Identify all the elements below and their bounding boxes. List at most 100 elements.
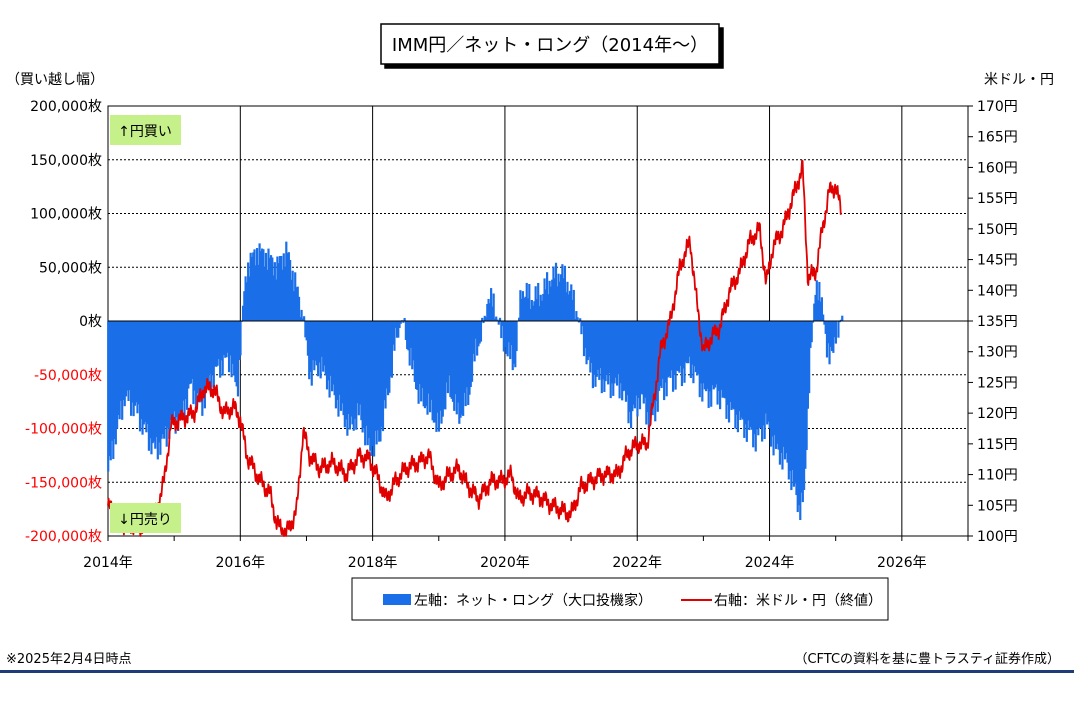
- net-long-bar: [124, 321, 128, 397]
- net-long-bar: [669, 321, 672, 378]
- net-long-bar: [800, 321, 803, 493]
- net-long-bar: [432, 321, 435, 423]
- net-long-bar: [320, 321, 324, 357]
- net-long-bar: [257, 264, 260, 321]
- net-long-bar: [188, 321, 191, 385]
- net-long-bar: [682, 321, 685, 369]
- net-long-bar: [716, 321, 719, 405]
- net-long-bar: [697, 321, 700, 374]
- net-long-bar: [108, 321, 111, 457]
- net-long-bar: [114, 321, 117, 445]
- net-long-bar: [141, 321, 144, 435]
- net-long-bar: [565, 292, 568, 321]
- net-long-bar: [110, 321, 114, 441]
- net-long-bar: [464, 321, 467, 407]
- net-long-bar: [512, 321, 516, 364]
- net-long-bar: [276, 256, 279, 321]
- net-long-bar: [518, 317, 521, 321]
- net-long-bar: [286, 253, 289, 321]
- net-long-bar: [395, 321, 399, 338]
- axis-ticks: 200,000枚 150,000枚 100,000枚 50,000枚 0枚 -50,000…: [25, 99, 1018, 571]
- legend-bar-label: 左軸：ネット・ロング（大口投機家）: [414, 592, 652, 609]
- net-long-bar: [804, 321, 807, 469]
- net-long-bar: [409, 321, 413, 348]
- net-long-bar: [685, 321, 689, 364]
- net-long-bar: [422, 321, 425, 407]
- net-long-bar: [689, 321, 692, 378]
- chart-title: IMM円／ネット・ロング（2014年～）: [392, 35, 708, 56]
- net-long-bar: [773, 321, 776, 436]
- net-long-bar: [608, 321, 611, 374]
- net-long-bar: [371, 321, 374, 447]
- net-long-bar: [785, 321, 788, 454]
- net-long-bar: [182, 321, 185, 401]
- net-long-bar: [355, 321, 358, 430]
- net-long-bar: [261, 248, 264, 321]
- net-long-bar: [556, 286, 559, 321]
- net-long-bar: [783, 321, 787, 460]
- net-long-bar: [456, 321, 460, 403]
- net-long-bar: [570, 284, 573, 321]
- net-long-bar: [805, 321, 808, 450]
- net-long-bar: [816, 300, 820, 321]
- net-long-bar: [641, 321, 644, 395]
- net-long-bar: [287, 252, 290, 321]
- net-long-bar: [631, 321, 634, 412]
- net-long-bar: [323, 321, 326, 366]
- net-long-bar: [406, 321, 409, 350]
- net-long-bar: [819, 301, 822, 321]
- net-long-bar: [413, 321, 416, 383]
- net-long-bar: [832, 321, 835, 353]
- net-long-bar: [423, 321, 427, 409]
- net-long-bar: [233, 321, 236, 376]
- net-long-bar: [334, 321, 338, 409]
- net-long-bar: [745, 321, 748, 442]
- net-long-bar: [492, 293, 495, 321]
- net-long-bar: [344, 321, 348, 420]
- net-long-bar: [273, 262, 276, 321]
- net-long-bar: [227, 321, 231, 373]
- net-long-bar: [362, 321, 366, 429]
- usdjpy-line-layer: [107, 159, 842, 537]
- net-long-bar: [210, 321, 213, 393]
- net-long-bar: [267, 248, 270, 321]
- net-long-bar: [310, 321, 313, 386]
- right-tick-label: 160円: [977, 160, 1018, 176]
- net-long-bar: [458, 321, 461, 424]
- net-long-bar: [136, 321, 139, 414]
- net-long-bar: [501, 321, 504, 326]
- bottom-rule: [0, 670, 1074, 673]
- net-long-bar: [129, 321, 133, 416]
- net-long-bar: [493, 318, 497, 321]
- net-long-bar: [567, 294, 570, 321]
- net-long-bar: [758, 321, 761, 428]
- net-long-bar: [813, 303, 816, 321]
- net-long-bar: [462, 321, 465, 416]
- net-long-bar: [259, 251, 262, 321]
- net-long-bar: [748, 321, 751, 431]
- net-long-bar: [278, 256, 282, 321]
- net-long-bar: [701, 321, 704, 402]
- net-long-bar: [603, 321, 606, 392]
- net-long-bar: [414, 321, 418, 390]
- net-long-bar: [671, 321, 675, 392]
- left-tick-label: -150,000枚: [25, 475, 102, 491]
- net-long-bar: [613, 321, 616, 384]
- net-long-bar: [827, 321, 830, 344]
- net-long-bar: [628, 321, 631, 412]
- net-long-bar: [248, 276, 251, 321]
- net-long-bar: [478, 321, 481, 344]
- net-long-bar: [117, 321, 120, 416]
- net-long-bar: [467, 321, 470, 406]
- net-long-bar: [272, 275, 275, 321]
- net-long-bar: [605, 321, 608, 376]
- net-long-bar: [367, 321, 371, 438]
- legend: 左軸：ネット・ロング（大口投機家） 右軸：米ドル・円（終値）: [351, 577, 889, 621]
- net-long-bar: [465, 321, 469, 388]
- right-tick-label: 170円: [977, 99, 1018, 115]
- right-tick-label: 165円: [977, 130, 1018, 146]
- net-long-bar: [577, 321, 581, 323]
- net-long-bar: [520, 298, 523, 321]
- net-long-bar: [407, 321, 410, 351]
- net-long-bar: [581, 321, 584, 327]
